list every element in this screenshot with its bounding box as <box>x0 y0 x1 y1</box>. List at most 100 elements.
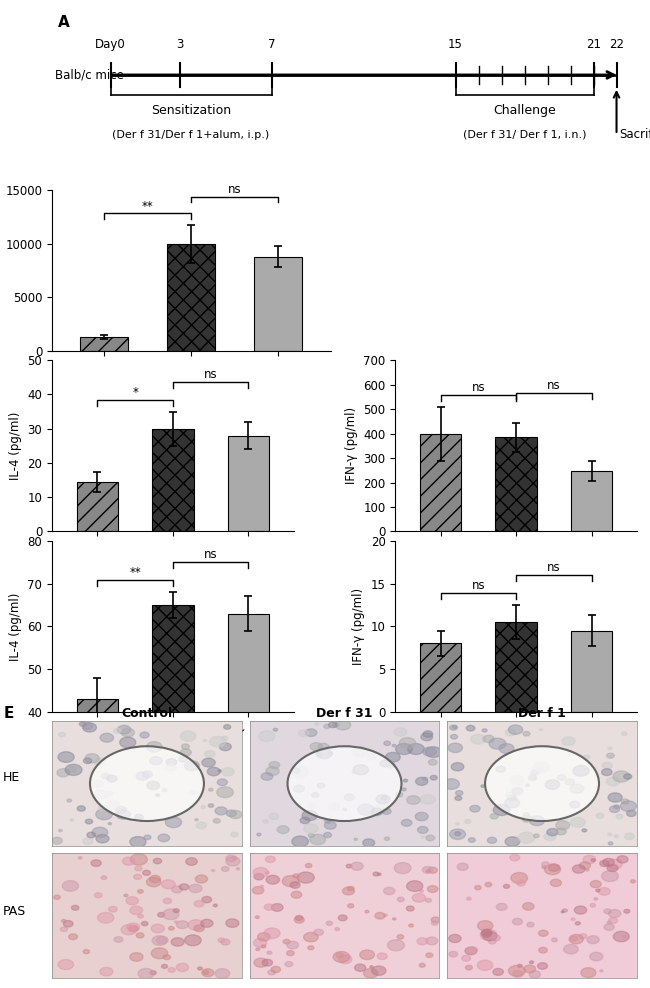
Circle shape <box>194 925 204 932</box>
Circle shape <box>596 889 600 892</box>
Circle shape <box>448 935 461 943</box>
Circle shape <box>428 867 437 873</box>
Circle shape <box>456 823 459 825</box>
Circle shape <box>265 871 269 874</box>
Circle shape <box>261 945 266 947</box>
Circle shape <box>384 887 395 895</box>
Circle shape <box>538 962 547 969</box>
Circle shape <box>326 921 333 926</box>
Circle shape <box>166 764 176 771</box>
Circle shape <box>373 872 379 876</box>
Circle shape <box>570 801 580 808</box>
Circle shape <box>343 808 346 810</box>
Circle shape <box>443 779 460 789</box>
Circle shape <box>58 732 66 737</box>
Circle shape <box>62 920 66 923</box>
Circle shape <box>624 774 632 780</box>
Circle shape <box>213 904 217 907</box>
Circle shape <box>218 938 225 943</box>
Circle shape <box>171 938 184 947</box>
Circle shape <box>231 832 238 837</box>
Circle shape <box>121 728 135 737</box>
Circle shape <box>481 784 485 787</box>
Circle shape <box>504 884 510 888</box>
Bar <box>495 438 537 532</box>
Circle shape <box>573 864 585 873</box>
Circle shape <box>207 768 220 776</box>
Circle shape <box>60 927 68 932</box>
Circle shape <box>378 873 381 875</box>
Circle shape <box>625 833 634 840</box>
Circle shape <box>522 816 532 822</box>
Circle shape <box>92 781 103 787</box>
Circle shape <box>83 723 96 732</box>
Circle shape <box>118 725 131 734</box>
Text: (Der f 31/ Der f 1, i.n.): (Der f 31/ Der f 1, i.n.) <box>463 129 586 139</box>
Circle shape <box>343 887 354 895</box>
Text: ns: ns <box>471 579 485 592</box>
Circle shape <box>101 875 107 879</box>
Circle shape <box>375 803 389 812</box>
Circle shape <box>273 728 278 731</box>
Circle shape <box>129 926 138 932</box>
Text: ns: ns <box>547 561 561 574</box>
Circle shape <box>584 755 590 759</box>
Circle shape <box>309 803 317 808</box>
Circle shape <box>539 930 548 937</box>
Circle shape <box>377 953 387 959</box>
Circle shape <box>496 766 505 773</box>
Y-axis label: IFN-γ (pg/ml): IFN-γ (pg/ml) <box>352 588 365 665</box>
Text: 22: 22 <box>609 38 624 51</box>
Circle shape <box>188 920 204 931</box>
Circle shape <box>508 725 523 734</box>
Circle shape <box>201 919 213 928</box>
Circle shape <box>255 916 259 919</box>
Circle shape <box>512 918 523 925</box>
Circle shape <box>316 753 322 757</box>
Circle shape <box>517 880 525 886</box>
Circle shape <box>216 786 233 797</box>
Circle shape <box>573 766 589 777</box>
Circle shape <box>96 809 112 820</box>
Circle shape <box>83 949 90 953</box>
Circle shape <box>100 967 113 976</box>
Circle shape <box>524 965 536 973</box>
Circle shape <box>130 837 146 848</box>
Circle shape <box>402 788 406 790</box>
Circle shape <box>385 752 400 762</box>
Circle shape <box>161 964 168 968</box>
Circle shape <box>422 747 436 756</box>
Circle shape <box>607 860 622 869</box>
Circle shape <box>614 932 629 942</box>
Circle shape <box>415 812 428 821</box>
Circle shape <box>209 736 226 747</box>
Circle shape <box>172 886 183 893</box>
Bar <box>254 257 302 351</box>
Circle shape <box>333 951 350 962</box>
Circle shape <box>135 814 144 820</box>
Circle shape <box>428 760 437 765</box>
Circle shape <box>203 739 207 741</box>
Circle shape <box>511 872 528 883</box>
Circle shape <box>215 968 230 978</box>
Circle shape <box>202 968 214 976</box>
Circle shape <box>218 770 221 772</box>
Circle shape <box>432 921 438 925</box>
Bar <box>420 643 462 712</box>
Text: HE: HE <box>3 772 21 784</box>
Circle shape <box>401 819 412 826</box>
Circle shape <box>254 939 266 947</box>
Circle shape <box>608 833 612 836</box>
Circle shape <box>122 857 135 865</box>
Circle shape <box>561 911 564 913</box>
Circle shape <box>620 801 636 811</box>
Circle shape <box>359 949 374 959</box>
Circle shape <box>426 835 435 841</box>
Circle shape <box>518 832 535 843</box>
Circle shape <box>114 728 121 733</box>
Circle shape <box>614 805 619 808</box>
Circle shape <box>483 932 497 941</box>
Circle shape <box>127 923 140 932</box>
Circle shape <box>395 792 403 797</box>
Circle shape <box>431 917 440 923</box>
